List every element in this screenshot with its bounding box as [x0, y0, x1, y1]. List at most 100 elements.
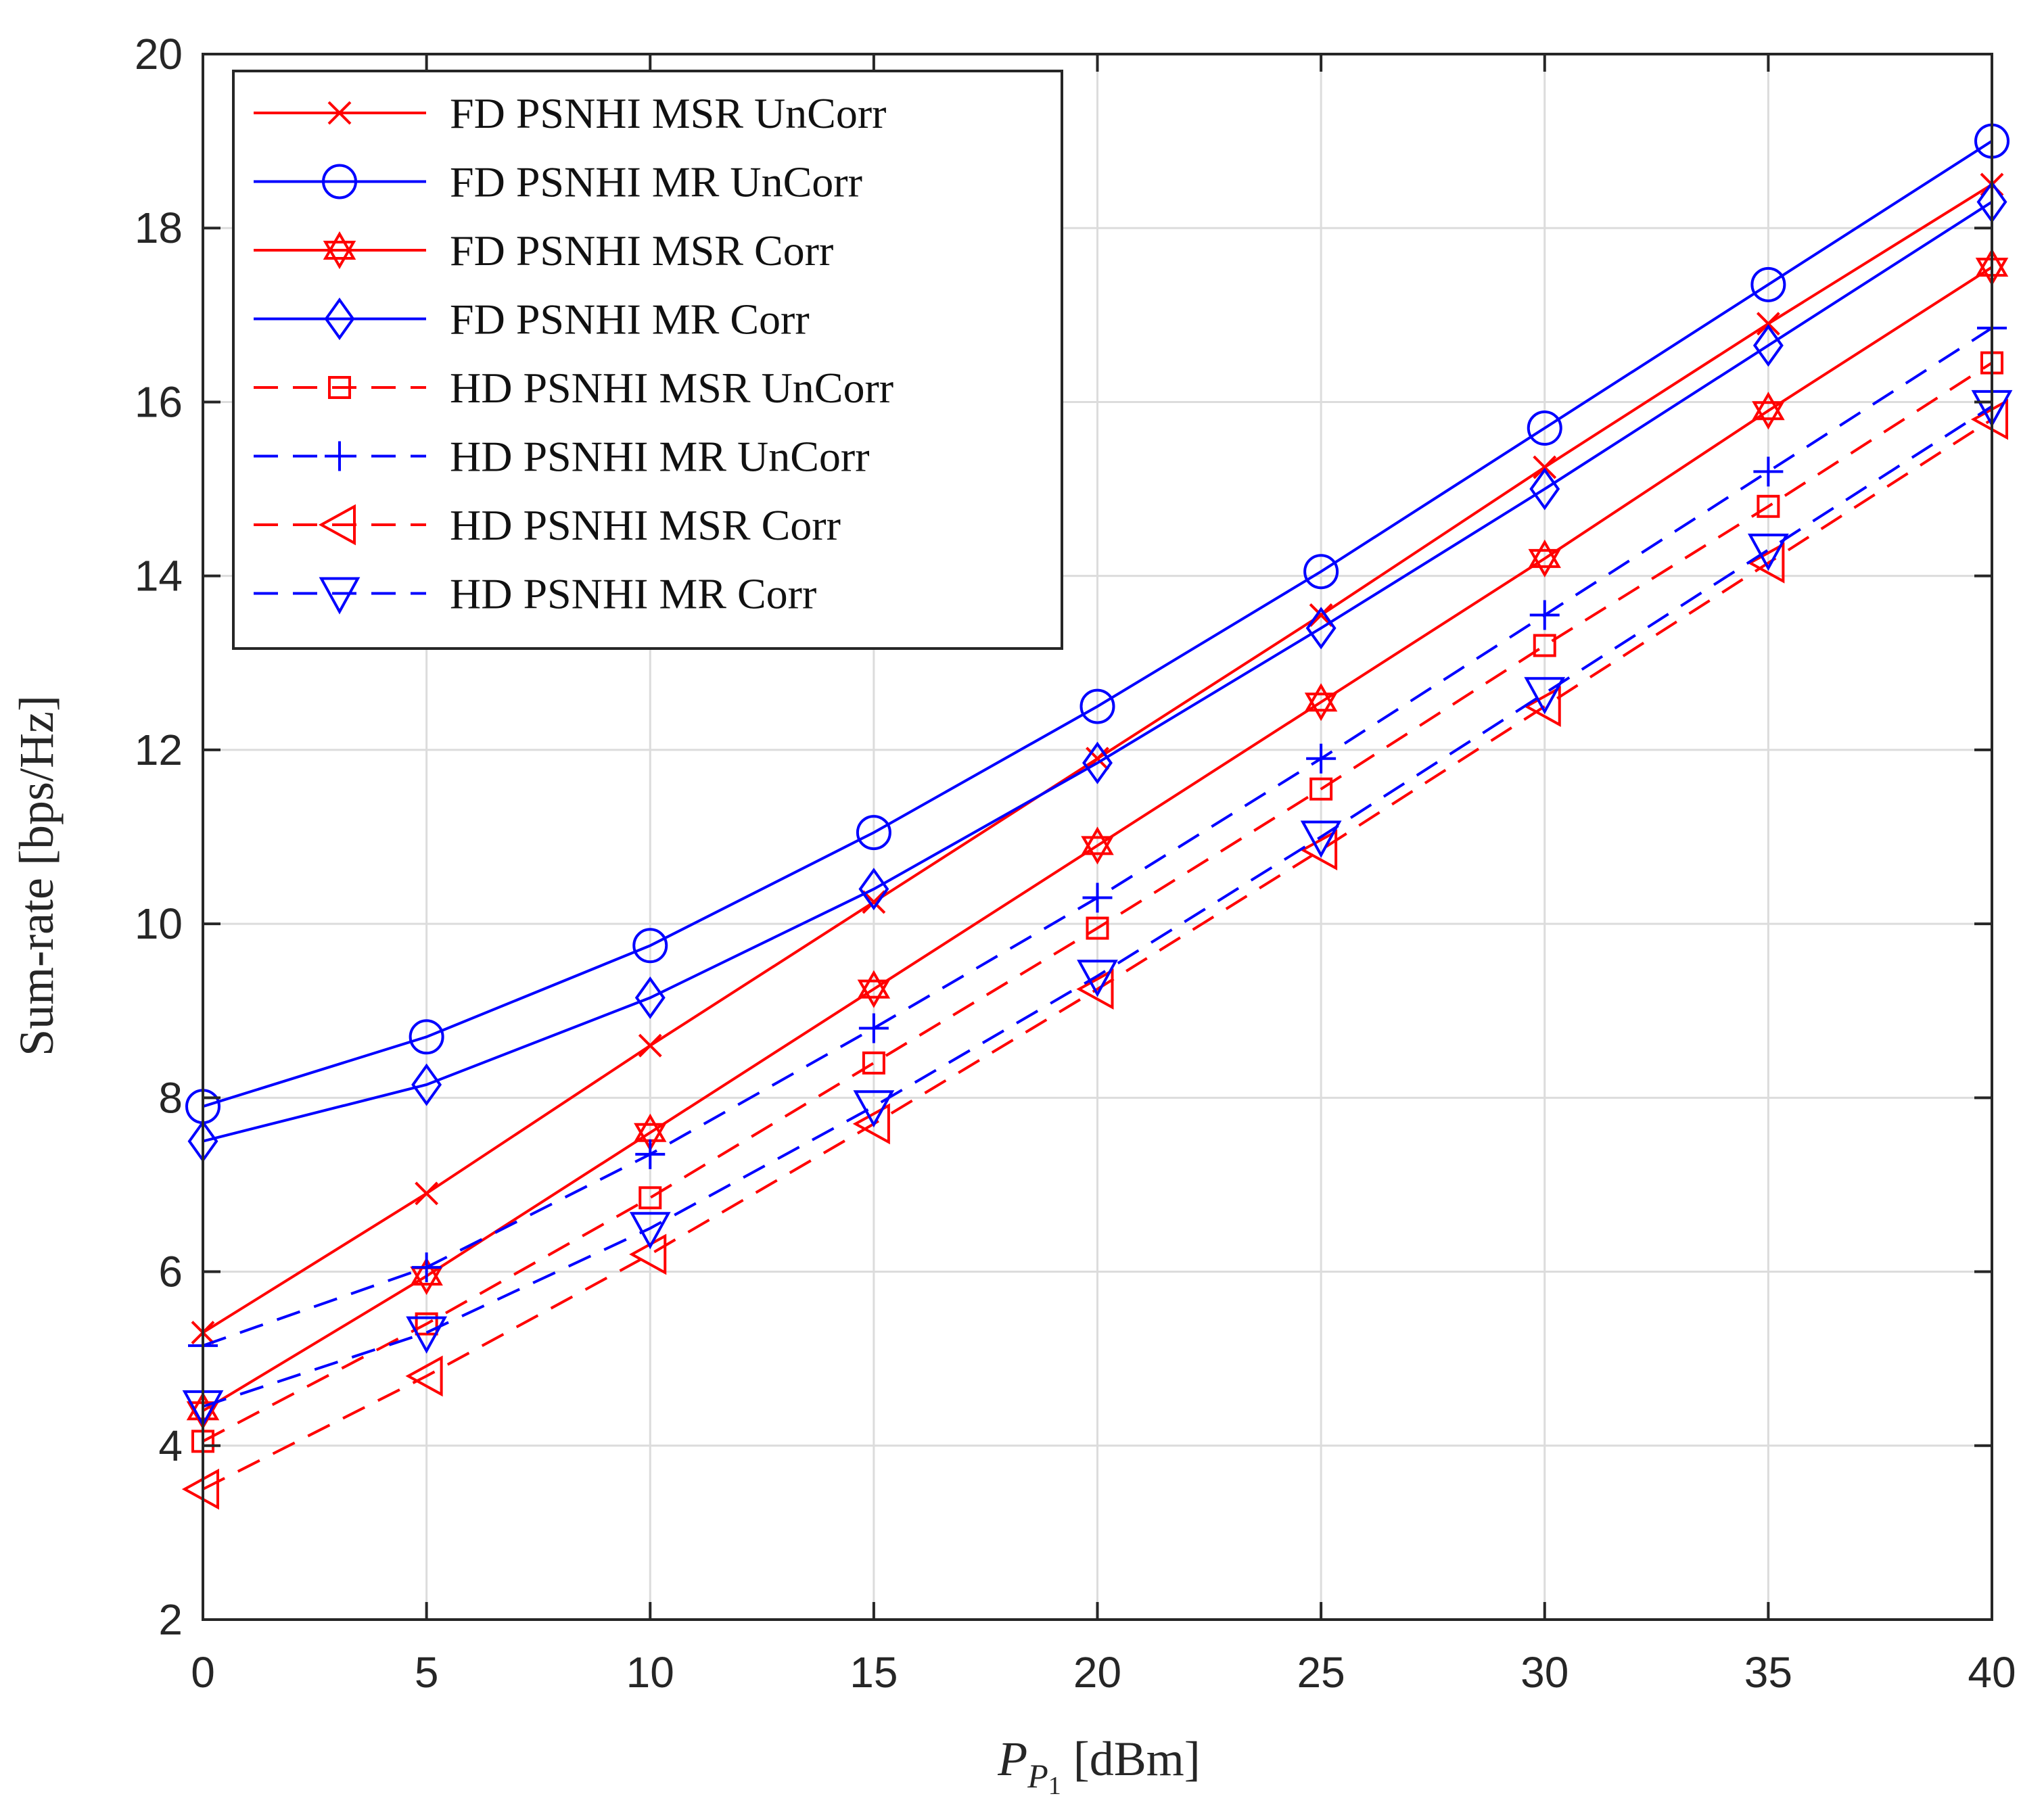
series-2-point-4-up — [1081, 826, 1114, 855]
legend-marker-0 — [327, 101, 352, 125]
series-5-point-2 — [635, 1139, 666, 1169]
legend-marker-4 — [328, 376, 351, 399]
series-6-point-3 — [852, 1103, 890, 1145]
series-2-point-7-down — [1752, 401, 1785, 430]
legend-label-6: HD PSNHI MSR Corr — [450, 501, 841, 549]
y-tick-label-7: 16 — [135, 377, 183, 426]
series-6-point-7 — [1747, 542, 1785, 584]
x-axis-label-subsubscript: 1 — [1048, 1772, 1061, 1800]
series-1-point-5 — [1303, 554, 1339, 590]
legend-label-7: HD PSNHI MR Corr — [450, 570, 816, 618]
series-lines — [181, 123, 2013, 1510]
x-tick-label-5: 25 — [1297, 1648, 1345, 1697]
series-7-point-4 — [1077, 960, 1118, 997]
series-0-point-1 — [415, 1181, 439, 1206]
series-6 — [181, 398, 2008, 1510]
series-4-point-5 — [1309, 777, 1333, 801]
x-tick-label-0: 0 — [191, 1648, 215, 1697]
legend-label-2: FD PSNHI MSR Corr — [450, 227, 833, 275]
legend-label-1: FD PSNHI MR UnCorr — [450, 158, 862, 206]
series-2-point-6-down — [1528, 548, 1561, 578]
y-tick-label-3: 8 — [158, 1073, 183, 1122]
series-2-point-2-down — [634, 1123, 667, 1152]
series-4-point-1 — [415, 1312, 438, 1336]
series-3-point-6 — [1529, 467, 1560, 511]
y-axis-label: Sum-rate [bps/Hz] — [9, 695, 64, 1056]
series-5-point-5 — [1306, 743, 1337, 774]
legend-marker-7 — [319, 577, 361, 615]
series-2-point-6 — [1528, 539, 1561, 578]
legend-entry-6: HD PSNHI MSR Corr — [254, 501, 841, 549]
x-tick-label-8: 40 — [1968, 1648, 2016, 1697]
series-2-point-5 — [1304, 683, 1338, 722]
legend-marker-2-down — [323, 241, 356, 269]
legend-entry-2: FD PSNHI MSR Corr — [254, 227, 833, 275]
series-5-point-4 — [1082, 882, 1113, 913]
series-7-point-7 — [1747, 534, 1789, 571]
x-tick-label-2: 10 — [626, 1648, 674, 1697]
series-3-point-5 — [1305, 607, 1337, 650]
series-line-3 — [202, 200, 1993, 1143]
legend-label-5: HD PSNHI MR UnCorr — [450, 433, 870, 481]
series-5-point-6 — [1529, 600, 1560, 630]
x-axis-label: PP1 [dBm] — [997, 1732, 1201, 1800]
legend-entry-0: FD PSNHI MSR UnCorr — [254, 89, 886, 137]
legend-entry-4: HD PSNHI MSR UnCorr — [254, 364, 893, 412]
legend-marker-5 — [325, 441, 354, 471]
series-6-point-5 — [1299, 829, 1338, 871]
series-2-point-3-down — [857, 979, 891, 1008]
x-tick-label-4: 20 — [1073, 1648, 1121, 1697]
series-line-7 — [202, 405, 1993, 1408]
series-0-point-7 — [1756, 312, 1780, 336]
series-6-point-6 — [1523, 686, 1561, 727]
legend-marker-3 — [324, 298, 355, 340]
series-5-point-7 — [1753, 456, 1784, 487]
series-1-point-6 — [1527, 410, 1562, 446]
series-6-point-0 — [181, 1468, 219, 1510]
series-line-4 — [202, 361, 1993, 1443]
legend-marker-2 — [323, 231, 356, 269]
series-4-point-2 — [638, 1186, 662, 1210]
legend-label-0: FD PSNHI MSR UnCorr — [450, 89, 886, 137]
series-4-point-4 — [1086, 916, 1109, 940]
series-2-point-4-down — [1081, 836, 1114, 865]
series-4-point-6 — [1533, 634, 1556, 657]
legend-label-3: FD PSNHI MR Corr — [450, 296, 810, 344]
series-1-point-1 — [409, 1019, 444, 1055]
axes: 0 5 10 15 20 25 30 35 40 2 4 6 8 10 12 14 16 18 20 — [135, 30, 2016, 1697]
legend-entry-7: HD PSNHI MR Corr — [254, 570, 816, 618]
series-0-point-6 — [1533, 455, 1557, 479]
series-2-point-3 — [857, 970, 891, 1008]
series-3-point-1 — [411, 1063, 442, 1106]
series-2-point-1-up — [410, 1257, 443, 1286]
y-tick-label-5: 12 — [135, 726, 183, 774]
series-2-point-3-up — [857, 970, 891, 999]
series-7-point-6 — [1524, 677, 1566, 715]
series-2-point-7-up — [1752, 392, 1785, 421]
series-4-point-7 — [1757, 494, 1780, 518]
series-7-point-1 — [406, 1316, 448, 1354]
series-7-point-2 — [629, 1212, 671, 1250]
series-0-point-3 — [862, 890, 886, 914]
legend-marker-2-up — [323, 231, 356, 260]
legend-entry-1: FD PSNHI MR UnCorr — [254, 158, 862, 206]
legend: FD PSNHI MSR UnCorr FD PSNHI MR UnCorr FD … — [232, 70, 1063, 650]
series-6-point-4 — [1076, 968, 1114, 1010]
x-axis-label-symbol: P — [997, 1732, 1027, 1786]
series-6-point-8 — [1970, 398, 2008, 440]
series-7-point-5 — [1300, 820, 1342, 858]
series-6-point-1 — [405, 1355, 443, 1397]
series-7 — [182, 390, 2013, 1428]
x-axis-label-unit: [dBm] — [1061, 1732, 1201, 1786]
y-tick-label-4: 10 — [135, 899, 183, 948]
y-tick-label-2: 6 — [158, 1248, 183, 1296]
series-1-point-2 — [632, 928, 668, 964]
y-tick-label-0: 2 — [158, 1595, 183, 1644]
series-0 — [191, 172, 2004, 1344]
series-line-6 — [202, 418, 1993, 1490]
y-tick-label-1: 4 — [158, 1421, 183, 1470]
series-4-point-3 — [862, 1051, 885, 1075]
series-2-point-7 — [1752, 392, 1785, 430]
legend-box — [232, 70, 1063, 650]
